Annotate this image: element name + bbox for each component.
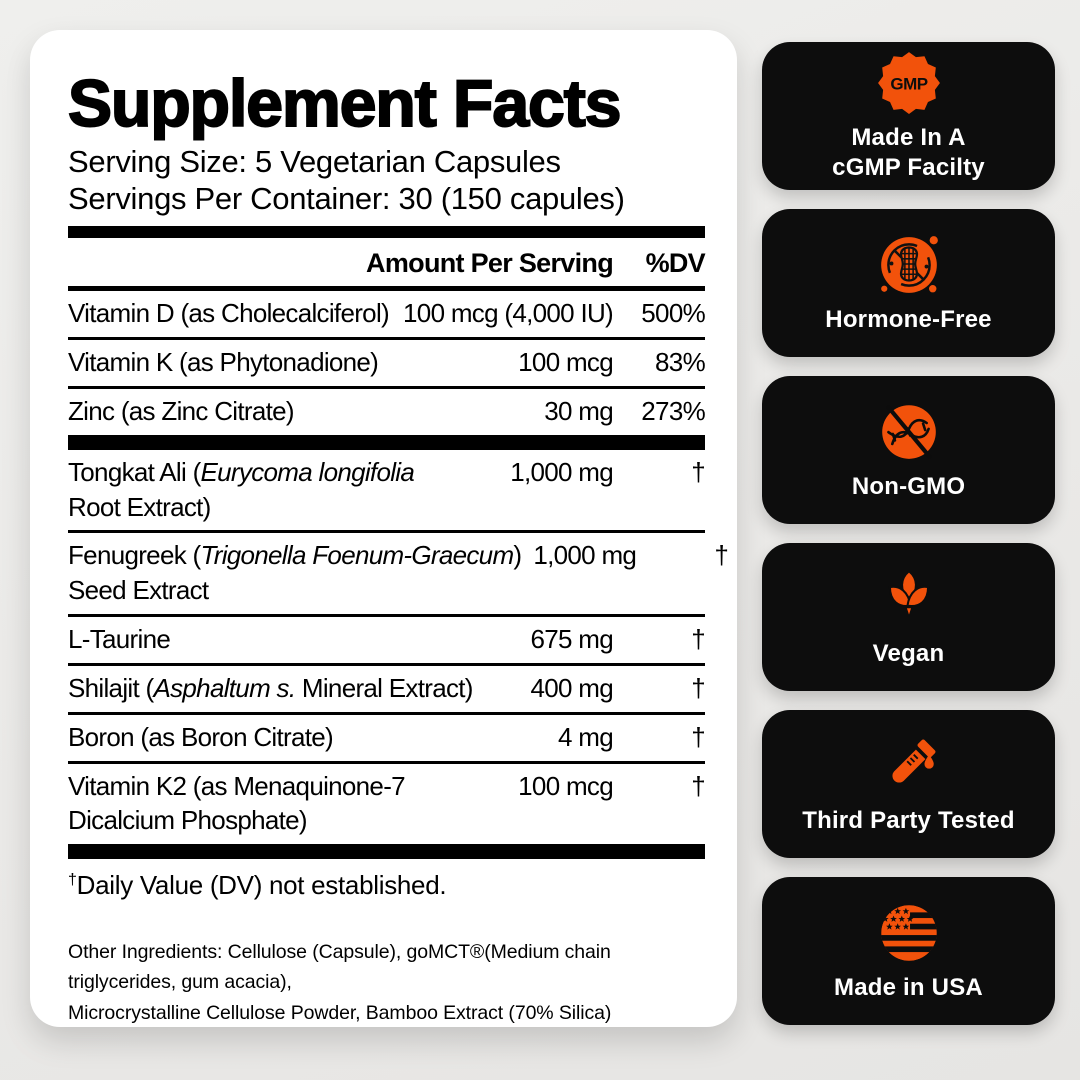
serving-size-line: Serving Size: 5 Vegetarian Capsules <box>68 144 561 179</box>
other-ingredients-line-1: Other Ingredients: Cellulose (Capsule), … <box>68 941 611 994</box>
table-row: Vitamin K (as Phytonadione) 100 mcg 83% <box>68 340 706 386</box>
facts-table: Vitamin D (as Cholecalciferol) 100 mcg (4… <box>68 291 729 860</box>
table-row: Vitamin K2 (as Menaquinone-7 Dicalcium Ph… <box>68 764 706 845</box>
table-row: Zinc (as Zinc Citrate) 30 mg 273% <box>68 389 706 435</box>
row-daily-value: 273% <box>641 395 705 426</box>
badge-label: Non-GMO <box>851 472 966 500</box>
badge-label: Third Party Tested <box>802 806 1015 834</box>
row-daily-value: † <box>691 456 705 487</box>
row-amount: 30 mg <box>544 395 613 426</box>
other-ingredients-line-2: Microcrystalline Cellulose Powder, Bambo… <box>68 1001 612 1024</box>
row-name: Vitamin K (as Phytonadione) <box>68 347 379 378</box>
row-name: L-Taurine <box>68 624 171 655</box>
hormone-free-icon <box>876 232 942 298</box>
row-divider <box>68 337 705 341</box>
facts-bottom-bar <box>68 844 705 860</box>
row-daily-value: † <box>691 672 705 703</box>
row-name: Vitamin D (as Cholecalciferol) <box>68 298 390 329</box>
badge-vegan: Vegan <box>762 543 1055 691</box>
table-row: Shilajit (Asphaltum s. Mineral Extract) 4… <box>68 666 706 712</box>
row-daily-value: † <box>714 540 729 571</box>
badge-label: Hormone-Free <box>825 305 992 333</box>
row-divider <box>68 711 705 715</box>
row-divider <box>68 614 705 618</box>
supplement-facts-panel: Supplement Facts Serving Size: 5 Vegetar… <box>30 30 737 1027</box>
other-ingredients: Other Ingredients: Cellulose (Capsule), … <box>68 937 705 1028</box>
row-divider <box>68 760 705 764</box>
usa-flag-icon <box>876 900 942 966</box>
row-amount: 100 mcg <box>518 770 614 801</box>
gmp-seal-icon: GMP <box>876 50 942 116</box>
table-row: Tongkat Ali (Eurycoma longifolia Root Ext… <box>68 450 706 531</box>
row-amount: 1,000 mg <box>510 456 614 487</box>
badge-hormone-free: Hormone-Free <box>762 209 1055 357</box>
row-daily-value: † <box>691 721 705 752</box>
row-name: Boron (as Boron Citrate) <box>68 721 334 752</box>
table-row: Boron (as Boron Citrate) 4 mg † <box>68 715 706 761</box>
badge-label: Vegan <box>872 639 945 667</box>
servings-per-container-line: Servings Per Container: 30 (150 capules) <box>68 180 625 216</box>
svg-text:GMP: GMP <box>890 74 927 93</box>
badge-label: Made in USA <box>834 973 983 1001</box>
row-daily-value: 83% <box>655 347 706 378</box>
header-underline <box>68 286 705 292</box>
row-daily-value: † <box>691 624 705 655</box>
row-amount: 100 mcg <box>518 347 614 378</box>
dagger-superscript: † <box>68 871 77 889</box>
row-name: Vitamin K2 (as Menaquinone-7 Dicalcium Ph… <box>68 770 406 836</box>
non-gmo-icon <box>876 399 942 465</box>
section-divider <box>68 434 705 450</box>
row-amount: 400 mg <box>530 672 613 703</box>
vegan-leaf-icon <box>876 566 942 632</box>
row-name: Shilajit (Asphaltum s. Mineral Extract) <box>68 672 473 703</box>
facts-top-bar <box>68 226 705 239</box>
footnote-text: Daily Value (DV) not established. <box>76 870 447 901</box>
row-daily-value: † <box>691 770 705 801</box>
row-amount: 675 mg <box>530 624 613 655</box>
row-name: Zinc (as Zinc Citrate) <box>68 395 295 426</box>
facts-header-row: Amount Per Serving %DV <box>68 238 706 286</box>
row-daily-value: 500% <box>641 298 705 329</box>
row-divider <box>68 662 705 666</box>
dv-footnote: †Daily Value (DV) not established. <box>68 870 705 901</box>
badge-non-gmo: Non-GMO <box>762 376 1055 524</box>
row-amount: 1,000 mg <box>533 540 637 571</box>
row-name: Fenugreek (Trigonella Foenum-Graecum) See… <box>68 540 522 606</box>
badge-made-in-usa: Made in USA <box>762 877 1055 1025</box>
panel-title: Supplement Facts <box>67 66 622 140</box>
row-divider <box>68 385 705 389</box>
badge-third-party-tested: Third Party Tested <box>762 710 1055 858</box>
row-amount: 100 mcg (4,000 IU) <box>403 298 614 329</box>
table-row: Fenugreek (Trigonella Foenum-Graecum) See… <box>68 533 729 614</box>
dv-header: %DV <box>645 248 706 279</box>
table-row: L-Taurine 675 mg † <box>68 617 706 663</box>
row-amount: 4 mg <box>557 721 614 752</box>
amount-per-serving-header: Amount Per Serving <box>366 248 614 279</box>
row-divider <box>68 530 705 534</box>
table-row: Vitamin D (as Cholecalciferol) 100 mcg (4… <box>68 291 706 337</box>
test-tube-icon <box>876 733 942 799</box>
row-name: Tongkat Ali (Eurycoma longifolia Root Ext… <box>68 456 415 522</box>
